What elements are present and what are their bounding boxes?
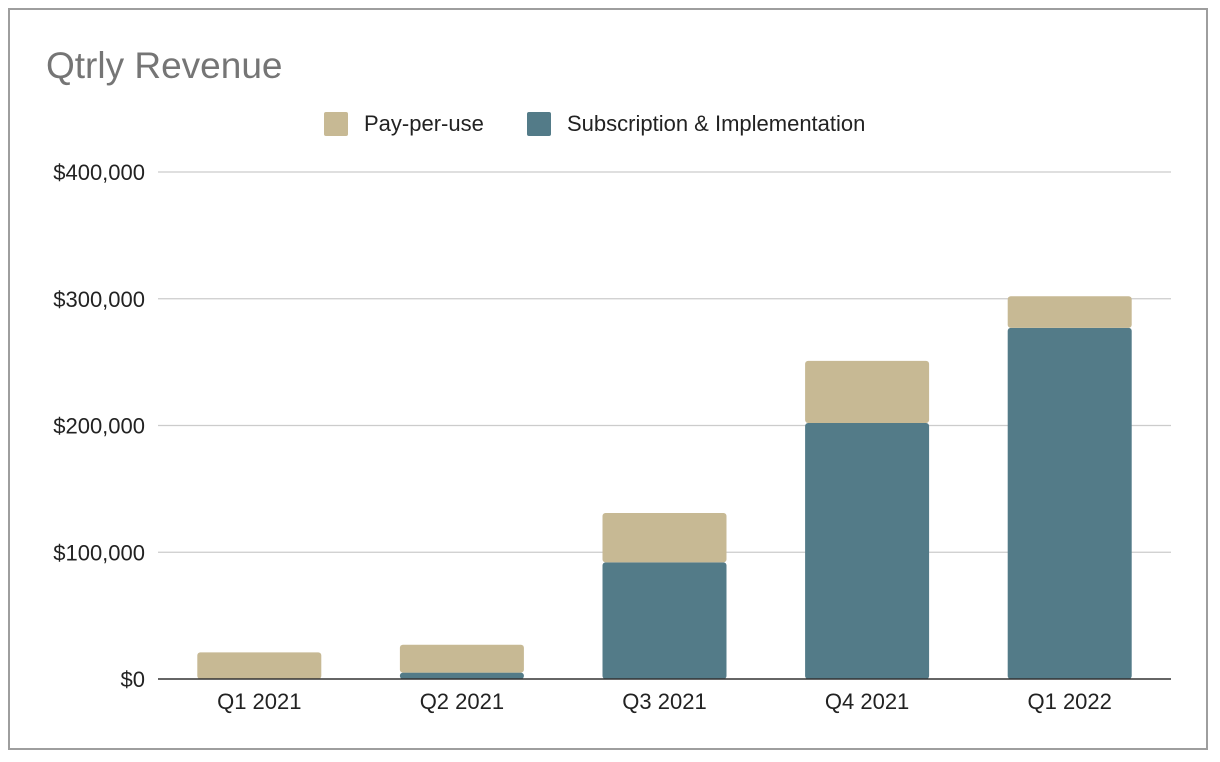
bar-subscription-implementation-q3-2021 [602,562,727,679]
bar-pay-per-use-q1-2021 [197,652,322,679]
y-tick-label: $400,000 [53,160,145,185]
x-tick-label: Q1 2022 [1027,689,1111,714]
x-axis: Q1 2021 Q2 2021 Q3 2021 Q4 2021 Q1 2022 [158,678,1171,714]
x-tick-label: Q2 2021 [420,689,504,714]
legend: Pay-per-use Subscription & Implementatio… [324,111,865,136]
legend-label-pay-per-use: Pay-per-use [364,111,484,136]
bars [197,296,1132,679]
y-tick-label: $100,000 [53,540,145,565]
bar-subscription-implementation-q4-2021 [805,422,930,679]
legend-swatch-pay-per-use [324,112,348,136]
bar-subscription-implementation-q1-2022 [1007,327,1132,679]
x-tick-label: Q1 2021 [217,689,301,714]
bar-pay-per-use-q1-2022 [1007,296,1132,328]
x-tick-label: Q3 2021 [622,689,706,714]
bar-pay-per-use-q2-2021 [399,644,524,673]
bar-pay-per-use-q4-2021 [805,360,930,423]
x-tick-label: Q4 2021 [825,689,909,714]
bar-subscription-implementation-q2-2021 [399,672,524,679]
legend-label-subscription: Subscription & Implementation [567,111,865,136]
legend-swatch-subscription [527,112,551,136]
y-tick-label: $200,000 [53,414,145,439]
chart-title: Qtrly Revenue [46,45,283,86]
y-axis: $0 $100,000 $200,000 $300,000 $400,000 [53,160,145,692]
bar-pay-per-use-q3-2021 [602,512,727,563]
y-tick-label: $0 [121,667,145,692]
y-tick-label: $300,000 [53,287,145,312]
